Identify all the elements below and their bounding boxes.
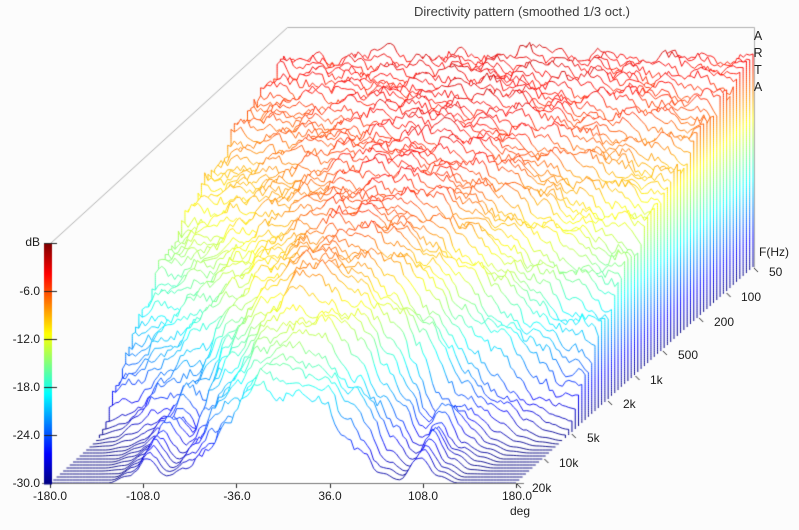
- freq-tick-label: 20k: [532, 481, 552, 495]
- deg-axis-label: deg: [509, 504, 531, 518]
- deg-tick-label: 108.0: [407, 489, 439, 503]
- freq-tick-label: 100: [741, 290, 762, 304]
- freq-tick-label: 50: [769, 265, 783, 279]
- deg-tick-label: 180.0: [501, 489, 533, 503]
- db-axis-label: dB: [25, 235, 40, 249]
- db-tick-label: -6.0: [19, 284, 40, 298]
- freq-tick-label: 200: [714, 315, 735, 329]
- freq-tick-label: 2k: [623, 397, 636, 411]
- db-tick-label: -18.0: [12, 380, 40, 394]
- db-tick-label: -30.0: [12, 476, 40, 490]
- freq-tick-label: 5k: [587, 431, 600, 445]
- freq-axis-label: F(Hz): [759, 245, 789, 259]
- arta-letter: T: [754, 63, 762, 77]
- arta-watermark: A R T A: [750, 28, 766, 96]
- db-tick-label: -24.0: [12, 428, 40, 442]
- deg-tick-label: 36.0: [318, 489, 342, 503]
- deg-tick-label: -180.0: [32, 489, 68, 503]
- freq-tick-label: 500: [678, 348, 699, 362]
- arta-letter: R: [753, 46, 763, 60]
- db-tick-label: -12.0: [12, 332, 40, 346]
- freq-tick-label: 10k: [559, 456, 579, 470]
- freq-tick-label: 1k: [650, 373, 663, 387]
- chart-title: Directivity pattern (smoothed 1/3 oct.): [413, 4, 631, 19]
- deg-tick-label: -36.0: [223, 489, 251, 503]
- deg-tick-label: -108.0: [125, 489, 161, 503]
- arta-letter: A: [753, 29, 763, 43]
- arta-letter: A: [753, 80, 763, 94]
